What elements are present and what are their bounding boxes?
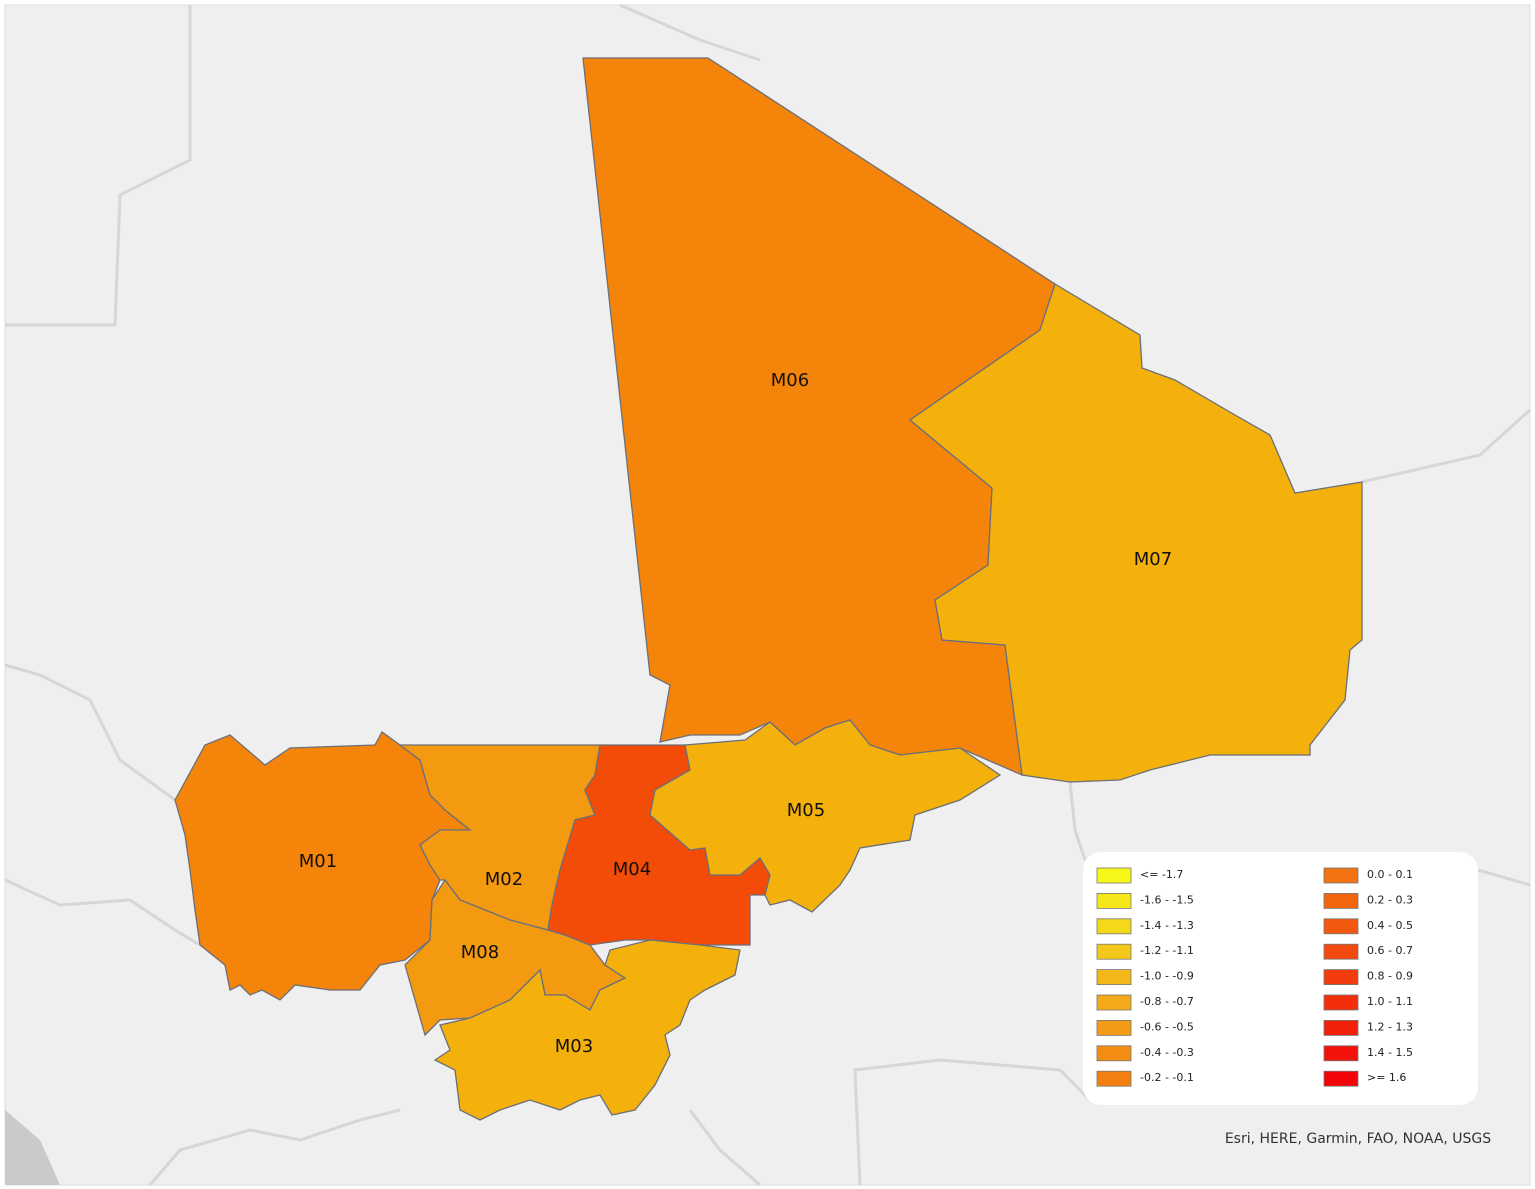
legend-label: 1.0 - 1.1 (1367, 995, 1413, 1008)
legend-label: -1.2 - -1.1 (1140, 944, 1194, 957)
region-label: M07 (1134, 549, 1172, 570)
legend-label: -1.4 - -1.3 (1140, 919, 1194, 932)
region (908, 283, 1363, 783)
country-border (148, 1108, 401, 1186)
region-label: M06 (771, 370, 809, 391)
legend-swatch (1096, 1020, 1132, 1036)
legend-label: <= -1.7 (1140, 868, 1183, 881)
legend-swatch (1323, 1045, 1359, 1062)
region-labels: M06 M07 M01 M02 M08 M04 M05 M03 (299, 370, 1172, 1057)
legend-swatch (1323, 943, 1359, 960)
country-border (853, 1058, 1092, 1186)
country-border (5, 5, 192, 327)
country-border (1068, 781, 1087, 861)
legend-swatch (1096, 893, 1132, 909)
regions (174, 57, 1363, 1121)
region (649, 719, 1002, 913)
legend-swatch (1323, 918, 1359, 935)
region-label: M04 (613, 859, 651, 880)
legend-label: 0.2 - 0.3 (1367, 893, 1413, 906)
region-label: M02 (485, 869, 523, 890)
water (5, 1110, 60, 1185)
legend-swatch (1323, 1020, 1359, 1036)
legend-label: 0.0 - 0.1 (1367, 868, 1413, 881)
region-label: M03 (555, 1036, 593, 1057)
legend-swatch (1323, 969, 1359, 985)
legend-swatch (1323, 1070, 1359, 1087)
legend-label: 0.8 - 0.9 (1367, 970, 1413, 983)
legend-swatch (1096, 969, 1132, 985)
legend-swatch (1096, 943, 1132, 960)
legend-label: -0.4 - -0.3 (1140, 1046, 1194, 1059)
legend-label: -0.8 - -0.7 (1140, 995, 1194, 1008)
region-label: M01 (299, 851, 337, 872)
legend-label: -0.2 - -0.1 (1140, 1071, 1194, 1084)
region (433, 939, 741, 1121)
background-borders (4, 3, 1532, 1187)
region-label: M08 (461, 942, 499, 963)
legend-label: -1.0 - -0.9 (1140, 970, 1194, 983)
legend-label: 0.6 - 0.7 (1367, 944, 1413, 957)
legend-label: 1.4 - 1.5 (1367, 1046, 1413, 1059)
country-border (688, 1109, 761, 1187)
legend-swatch (1096, 1070, 1132, 1087)
legend-swatch (1096, 918, 1132, 935)
country-border (619, 3, 761, 62)
region-label: M05 (787, 800, 825, 821)
legend-label: -1.6 - -1.5 (1140, 893, 1194, 906)
legend-swatch (1323, 893, 1359, 909)
legend-swatch (1323, 867, 1359, 884)
country-border (1477, 868, 1531, 887)
legend-swatch (1096, 867, 1132, 884)
legend-box (1083, 852, 1478, 1105)
legend-swatch (1323, 994, 1359, 1011)
country-border (1361, 408, 1532, 484)
legend-label: -0.6 - -0.5 (1140, 1020, 1194, 1033)
legend: <= -1.7 -1.6 - -1.5 -1.4 - -1.3 -1.2 - -1.1… (1083, 852, 1478, 1105)
legend-swatch (1096, 994, 1132, 1011)
country-border (4, 878, 201, 947)
attribution: Esri, HERE, Garmin, FAO, NOAA, USGS (1225, 1131, 1491, 1147)
legend-swatch (1096, 1045, 1132, 1062)
legend-label: >= 1.6 (1367, 1071, 1406, 1084)
legend-label: 0.4 - 0.5 (1367, 919, 1413, 932)
legend-label: 1.2 - 1.3 (1367, 1020, 1413, 1033)
country-border (4, 663, 176, 802)
